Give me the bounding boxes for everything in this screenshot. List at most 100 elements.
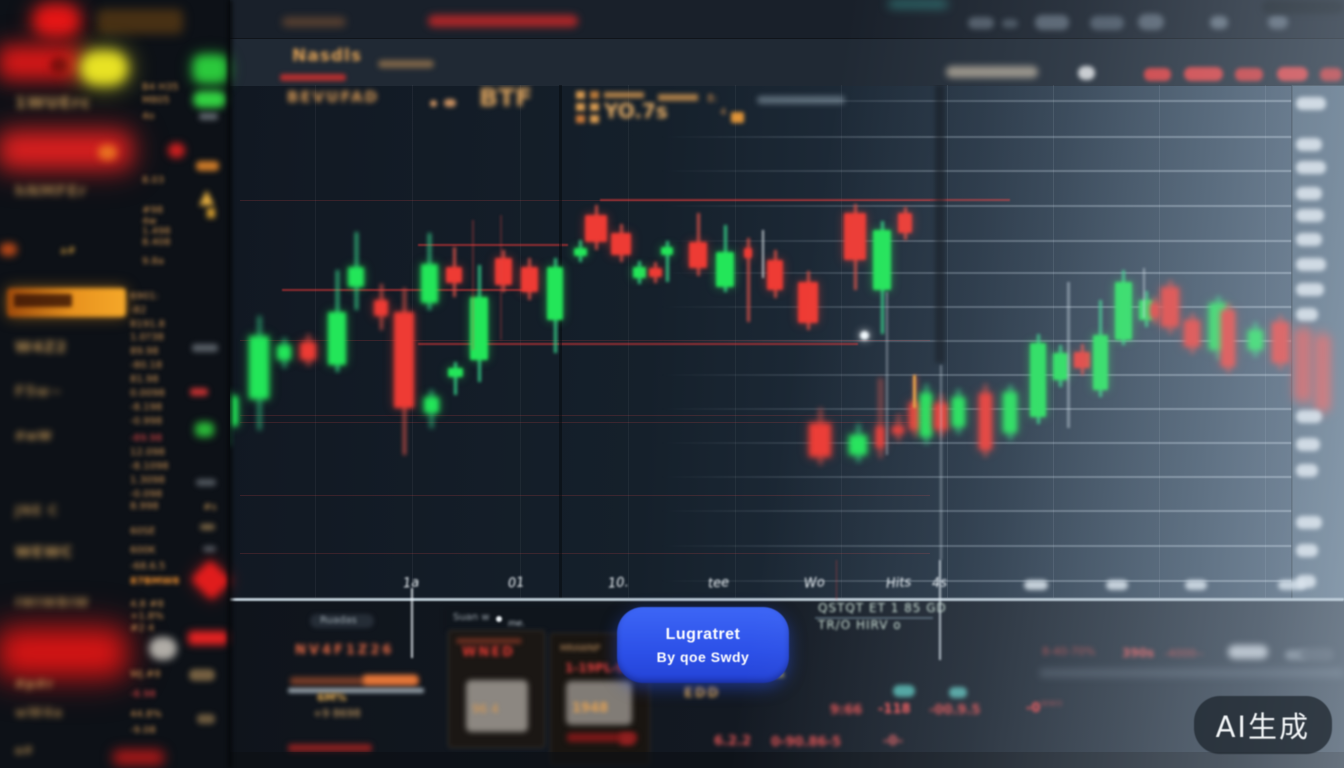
watchlist-ticker: JNE C	[15, 504, 59, 519]
watchlist-number: 1.3098	[130, 475, 165, 486]
gridline-h	[660, 580, 1292, 582]
watchlist-ticker: a#	[15, 744, 34, 757]
candle-body	[1248, 330, 1263, 350]
stat-value: -00.9.5	[929, 703, 981, 718]
text-blob: WNED	[462, 645, 515, 660]
red-indicator	[33, 5, 80, 36]
candle-body	[328, 312, 346, 365]
teal-icon[interactable]	[949, 687, 967, 698]
text-blob: 4	[720, 107, 727, 118]
candle-body	[716, 252, 734, 287]
blob	[200, 524, 215, 530]
blob	[199, 113, 218, 120]
list-item: NV4F1Z26	[295, 643, 395, 658]
text-blob: wwo	[1040, 698, 1063, 709]
red-badge	[113, 750, 164, 765]
gridline-h	[660, 340, 1292, 342]
blob	[559, 85, 562, 598]
blob	[757, 96, 845, 104]
watchlist-number: 4.8 #8	[130, 599, 164, 610]
candle-body	[521, 267, 538, 292]
stat-value: -4000--	[1164, 647, 1204, 660]
blob	[604, 92, 644, 98]
red-badge[interactable]	[1277, 67, 1308, 81]
blob	[576, 115, 585, 123]
watchlist-number: -82	[130, 305, 147, 316]
chart-background	[230, 85, 1344, 600]
bottom-strip	[230, 752, 1344, 768]
candle-body	[909, 402, 921, 430]
red-diamond	[190, 559, 232, 601]
toolbar-icon[interactable]	[1035, 15, 1069, 30]
blob	[567, 733, 637, 742]
toolbar-strip[interactable]	[443, 606, 633, 632]
cta-button[interactable]: Lugratret By qoe Swdy	[617, 607, 789, 683]
ohlc-readout: QSTQT ET 1 85 GD TR/O HIRV o	[818, 601, 947, 632]
stat-value: 8-40-70%	[1042, 645, 1096, 658]
gridline-v	[520, 85, 521, 598]
candle-body	[1074, 352, 1090, 368]
watchlist-number: WJ.#8	[130, 669, 161, 680]
toolbar-icon[interactable]	[1002, 19, 1018, 28]
watchlist-value: M805	[142, 95, 170, 106]
red-badge[interactable]	[1184, 67, 1223, 81]
gridline-v	[735, 85, 736, 598]
stat-value: 9:66	[830, 703, 863, 718]
blob	[0, 243, 17, 256]
watchlist-number: 12.098	[130, 447, 165, 458]
candle-body	[1272, 322, 1289, 363]
candle-body	[1161, 287, 1179, 327]
red-badge[interactable]	[1320, 68, 1342, 81]
watchlist-sidebar[interactable]: ▲ a# #s 1WUErc hNMFEr W4Z2 F5w~ #wW JNE C WEWC IWI…	[0, 0, 232, 768]
text-blob: Suan w	[453, 612, 490, 623]
watchlist-value: 8.408	[142, 237, 171, 248]
candle-body	[898, 213, 912, 233]
red-badge[interactable]	[1144, 68, 1171, 81]
red-badge[interactable]	[1235, 68, 1263, 81]
watchlist-number: 6901:	[130, 291, 159, 302]
watchlist-value: 4w	[142, 216, 157, 227]
toolbar-icon[interactable]	[1090, 16, 1124, 30]
toolbar-icon[interactable]	[1138, 14, 1164, 30]
candle-body	[798, 282, 818, 323]
blob	[196, 161, 219, 171]
blob	[196, 479, 216, 486]
toolbar-icon[interactable]	[1268, 15, 1288, 29]
teal-icon[interactable]	[893, 685, 915, 697]
candle-body	[1150, 303, 1160, 318]
watchlist-number: 87BMW8	[130, 576, 180, 587]
red-ticker-text	[428, 15, 578, 27]
blob	[946, 66, 1038, 78]
blob	[363, 675, 418, 685]
text-blob: 1-19PL-98	[565, 661, 634, 675]
axis-separator	[1291, 85, 1293, 600]
chart-canvas[interactable]: BEVUFAD BTF YO.7s 8: 4	[230, 85, 1344, 600]
gridline-h	[660, 170, 1292, 172]
thin-line	[886, 292, 888, 455]
watchlist-number: 44.8%	[130, 709, 162, 720]
watchlist-value: 4o	[142, 111, 155, 122]
blob	[190, 388, 208, 396]
candle-body	[1184, 320, 1200, 347]
blob	[203, 546, 216, 552]
watchlist-ticker: IWIWBIW	[15, 596, 90, 611]
blob	[430, 100, 437, 107]
thin-line	[913, 375, 916, 408]
toolbar-icon[interactable]	[968, 17, 994, 29]
candle-body	[495, 258, 512, 285]
top-toolbar: Nasdls	[230, 0, 1344, 86]
watchlist-number: -8.98	[130, 689, 156, 700]
gridline-h	[660, 476, 1292, 478]
watchlist-number: -0.098	[130, 489, 163, 500]
watchlist-number: -80.18	[130, 360, 163, 371]
toolbar-icon[interactable]	[1210, 16, 1228, 29]
candle-body	[470, 297, 488, 360]
blob	[168, 143, 185, 158]
watchlist-value: 1.498	[142, 226, 171, 237]
pill-tab[interactable]	[310, 614, 374, 628]
text-blob: me.	[508, 619, 526, 629]
watchlist-value: 9.8a	[142, 256, 165, 267]
ai-watermark-label: AI生成	[1215, 710, 1310, 744]
blob	[731, 112, 744, 123]
